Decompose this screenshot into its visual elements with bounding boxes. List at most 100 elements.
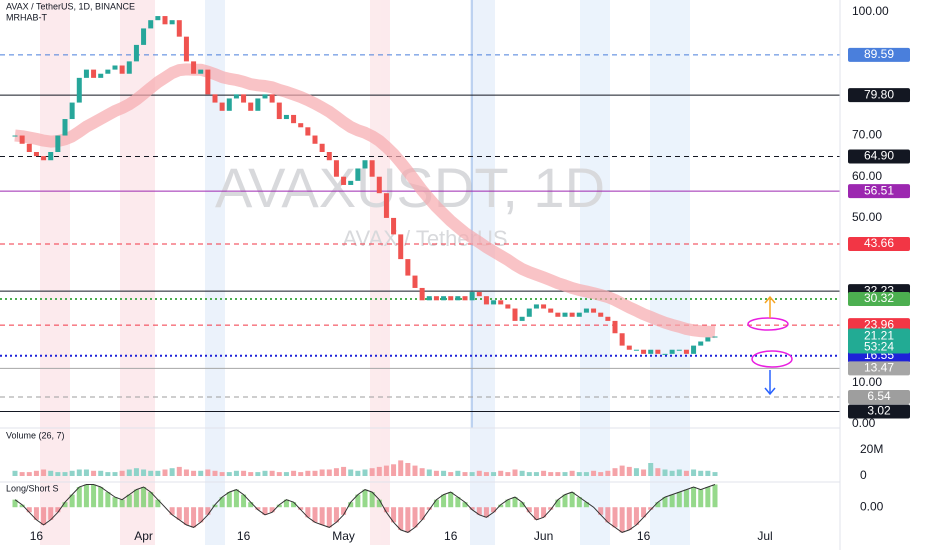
- oscillator-bar: [183, 507, 189, 525]
- oscillator-bar: [341, 507, 347, 515]
- candle: [305, 127, 311, 136]
- candle: [569, 312, 575, 317]
- oscillator-bar: [483, 507, 489, 518]
- candle: [105, 69, 111, 74]
- x-tick-label: 16: [237, 529, 251, 543]
- candle: [691, 345, 697, 354]
- volume-bar: [341, 466, 347, 476]
- oscillator-bar: [583, 502, 589, 508]
- oscillator-title: Long/Short S: [6, 483, 59, 493]
- volume-bar: [569, 470, 575, 476]
- volume-bar: [62, 472, 68, 476]
- oscillator-bar: [469, 507, 475, 510]
- level-label: 89.59: [864, 47, 894, 61]
- oscillator-bar: [376, 499, 382, 508]
- candles: [12, 16, 718, 355]
- volume-bar: [26, 472, 32, 476]
- candle: [512, 308, 518, 321]
- volume-bar: [533, 472, 539, 476]
- oscillator-bar: [712, 484, 718, 508]
- level-label-box: [848, 389, 910, 404]
- level-label: 13.47: [864, 361, 894, 375]
- oscillator-tick-label: 0.00: [860, 499, 884, 513]
- oscillator-bar: [248, 502, 254, 508]
- level-label-box: [848, 361, 910, 376]
- candle: [233, 94, 239, 99]
- volume-bar: [426, 469, 432, 476]
- volume-bar: [155, 470, 161, 476]
- oscillator-line: [14, 484, 716, 533]
- candle: [162, 16, 168, 25]
- candle: [276, 102, 282, 120]
- candle: [283, 114, 289, 120]
- oscillator-bar: [519, 502, 525, 508]
- oscillator-bar: [619, 507, 625, 533]
- oscillator-bar: [255, 507, 261, 510]
- candle: [598, 312, 604, 317]
- volume-bar: [391, 464, 397, 476]
- volume-bar: [591, 470, 597, 476]
- volume-bar: [148, 470, 154, 476]
- oscillator-bar: [648, 507, 654, 510]
- volume-bar: [705, 470, 711, 476]
- x-tick-label: Jun: [534, 529, 553, 543]
- y-tick-label: 60.00: [852, 169, 882, 183]
- volume-bar: [298, 472, 304, 476]
- level-label: 64.90: [864, 149, 894, 163]
- volume-bar: [633, 468, 639, 476]
- oscillator-bar: [398, 507, 404, 530]
- volume-bar: [498, 470, 504, 476]
- volume-bar: [33, 470, 39, 476]
- countdown: 53:24: [864, 340, 894, 354]
- candle: [669, 349, 675, 354]
- volume-bar: [598, 472, 604, 476]
- y-tick-label: 50.00: [852, 210, 882, 224]
- oscillator-bar: [655, 502, 661, 508]
- candle: [376, 176, 382, 194]
- volume-bar: [548, 472, 554, 476]
- oscillator-bar: [441, 494, 447, 508]
- level-label-box: [848, 47, 910, 62]
- oscillator-bar: [698, 489, 704, 508]
- volume-bar: [455, 470, 461, 476]
- volume-bar: [133, 468, 139, 476]
- volume-bar: [205, 469, 211, 476]
- volume-bar: [419, 468, 425, 476]
- candle: [476, 292, 482, 297]
- candle: [526, 308, 532, 317]
- volume-bar: [119, 470, 125, 476]
- volume-bar: [369, 468, 375, 476]
- oscillator-bar: [48, 507, 54, 520]
- level-label: 43.66: [864, 236, 894, 250]
- last-price-box: [848, 328, 910, 354]
- oscillator-bar: [176, 507, 182, 520]
- volume-bar: [219, 472, 225, 476]
- oscillator-bar: [148, 492, 154, 508]
- level-label-box: [848, 404, 910, 419]
- oscillator-bar: [126, 494, 132, 508]
- oscillator-bar: [362, 489, 368, 508]
- candle: [19, 135, 25, 144]
- volume-bar: [676, 469, 682, 476]
- volume-tick-label: 20M: [860, 442, 883, 456]
- volume-bar: [526, 472, 532, 476]
- oscillator-bar: [512, 497, 518, 508]
- candle: [619, 333, 625, 346]
- x-tick-label: 16: [637, 529, 651, 543]
- volume-bar: [683, 470, 689, 476]
- candle: [119, 65, 125, 74]
- last-price: 21.21: [864, 329, 894, 343]
- y-tick-label: 70.00: [852, 128, 882, 142]
- oscillator-bar: [91, 484, 97, 508]
- level-label: 56.51: [864, 183, 894, 197]
- candle: [455, 296, 461, 301]
- volume-bar: [483, 472, 489, 476]
- oscillator-bar: [569, 492, 575, 508]
- volume-bar: [519, 470, 525, 476]
- oscillator-bar: [355, 494, 361, 508]
- candle: [441, 296, 447, 301]
- volume-bar: [612, 468, 618, 476]
- oscillator-bar: [205, 507, 211, 515]
- candle: [183, 36, 189, 62]
- x-tick-label: Jul: [757, 529, 772, 543]
